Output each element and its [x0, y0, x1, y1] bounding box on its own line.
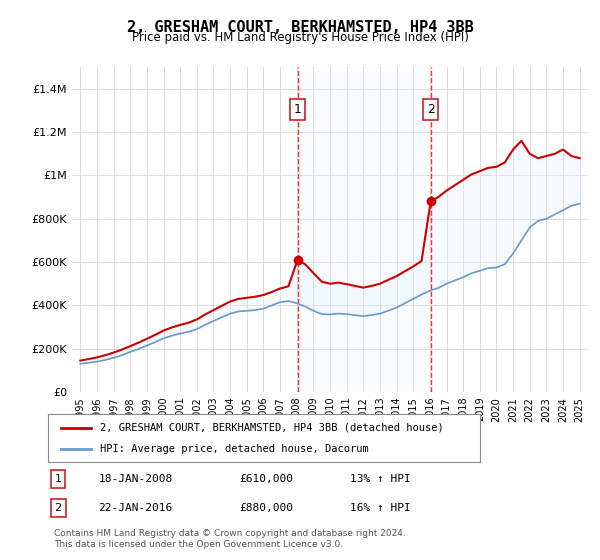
- Text: 2: 2: [55, 503, 62, 513]
- Text: £610,000: £610,000: [239, 474, 293, 484]
- Text: 2: 2: [427, 103, 434, 116]
- Text: 22-JAN-2016: 22-JAN-2016: [98, 503, 173, 513]
- Text: 18-JAN-2008: 18-JAN-2008: [98, 474, 173, 484]
- Text: 1: 1: [55, 474, 62, 484]
- Bar: [298, 67, 431, 392]
- Text: 16% ↑ HPI: 16% ↑ HPI: [350, 503, 411, 513]
- Text: 1: 1: [293, 103, 301, 116]
- Text: Contains HM Land Registry data © Crown copyright and database right 2024.
This d: Contains HM Land Registry data © Crown c…: [54, 529, 406, 549]
- Text: 2, GRESHAM COURT, BERKHAMSTED, HP4 3BB: 2, GRESHAM COURT, BERKHAMSTED, HP4 3BB: [127, 20, 473, 35]
- Text: Price paid vs. HM Land Registry's House Price Index (HPI): Price paid vs. HM Land Registry's House …: [131, 31, 469, 44]
- Text: HPI: Average price, detached house, Dacorum: HPI: Average price, detached house, Daco…: [100, 444, 368, 454]
- Text: £880,000: £880,000: [239, 503, 293, 513]
- Text: 13% ↑ HPI: 13% ↑ HPI: [350, 474, 411, 484]
- Text: 2, GRESHAM COURT, BERKHAMSTED, HP4 3BB (detached house): 2, GRESHAM COURT, BERKHAMSTED, HP4 3BB (…: [100, 423, 443, 433]
